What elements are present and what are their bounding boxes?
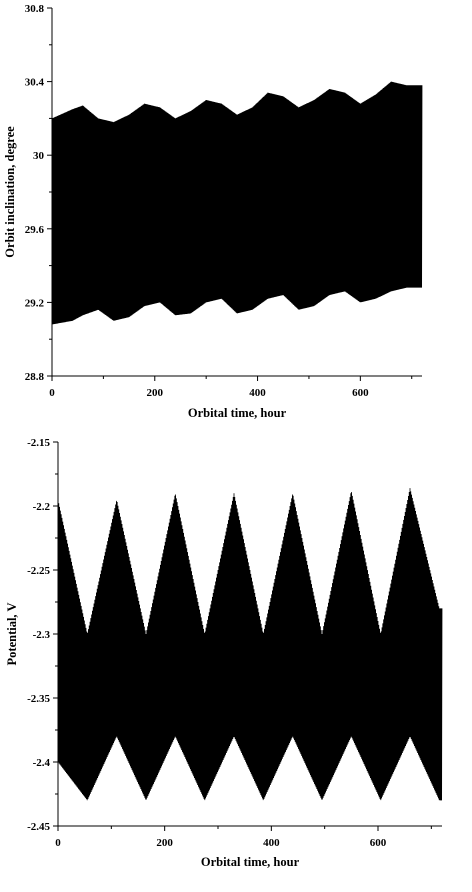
series-line xyxy=(57,488,443,801)
y-tick-label: 29.6 xyxy=(25,224,45,236)
y-tick-label: -2.25 xyxy=(27,565,50,577)
x-tick-label: 600 xyxy=(352,387,369,399)
y-tick-label: -2.15 xyxy=(27,437,50,449)
y-tick-label: 29.2 xyxy=(25,297,45,309)
y-tick-label: 28.8 xyxy=(25,371,45,383)
y-axis-label: Potential, V xyxy=(5,603,19,666)
x-tick-label: 400 xyxy=(263,837,280,849)
y-tick-label: -2.3 xyxy=(33,629,51,641)
y-tick-label: -2.4 xyxy=(33,757,51,769)
y-tick-label: 30.8 xyxy=(25,3,45,15)
x-tick-label: 200 xyxy=(156,837,173,849)
inclination-chart: 28.8 29.2 29.6 30 30.4 30.8 0 200 400 600 Orbital … xyxy=(3,3,423,420)
x-tick-label: 200 xyxy=(147,387,164,399)
x-tick-label: 600 xyxy=(370,837,387,849)
y-axis-label: Orbit inclination, degree xyxy=(3,126,17,258)
y-tick-label: -2.2 xyxy=(33,501,51,513)
x-tick-label: 0 xyxy=(55,837,61,849)
y-tick-label: 30 xyxy=(33,150,45,162)
x-axis-label: Orbital time, hour xyxy=(188,406,287,420)
potential-chart: -2.45 -2.4 -2.35 -2.3 -2.25 -2.2 -2.15 0 200 400 6… xyxy=(5,437,443,869)
x-tick-label: 0 xyxy=(49,387,55,399)
y-tick-label: 30.4 xyxy=(25,77,45,89)
y-tick-label: -2.45 xyxy=(27,821,50,833)
y-tick-label: -2.35 xyxy=(27,693,50,705)
x-axis-label: Orbital time, hour xyxy=(201,855,300,869)
series-line xyxy=(51,81,423,325)
x-tick-label: 400 xyxy=(249,387,266,399)
